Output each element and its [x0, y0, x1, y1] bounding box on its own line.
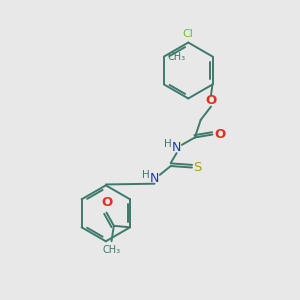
Text: CH₃: CH₃: [168, 52, 186, 61]
Text: H: H: [164, 139, 172, 149]
Text: N: N: [150, 172, 159, 185]
Text: CH₃: CH₃: [102, 245, 121, 255]
Text: H: H: [142, 170, 150, 180]
Text: S: S: [194, 161, 202, 174]
Text: N: N: [172, 141, 181, 154]
Text: O: O: [206, 94, 217, 107]
Text: O: O: [215, 128, 226, 141]
Text: O: O: [101, 196, 112, 209]
Text: Cl: Cl: [183, 29, 194, 39]
